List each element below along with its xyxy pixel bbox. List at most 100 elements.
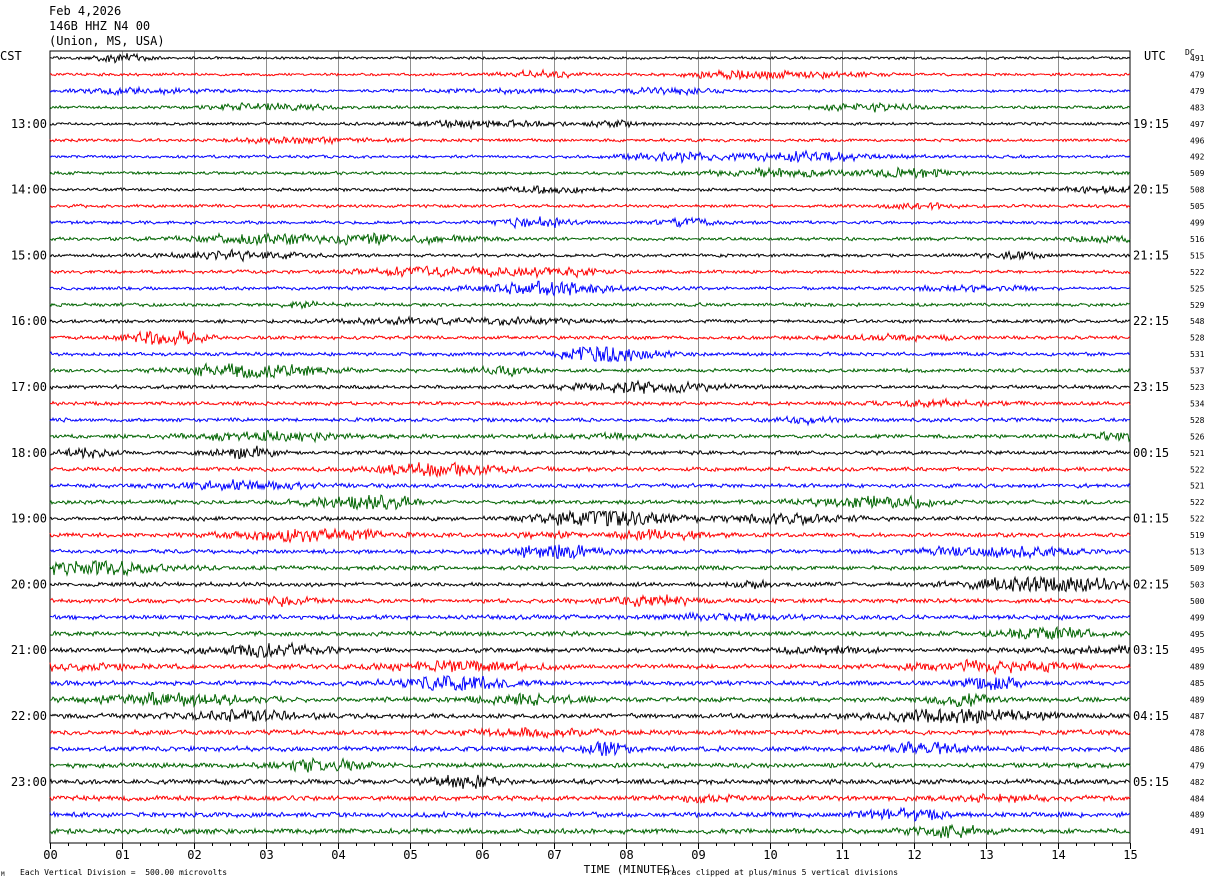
dc-offset-label: 537 <box>1190 367 1205 376</box>
right-timezone-label: UTC <box>1144 49 1166 63</box>
x-tick-label: 04 <box>331 848 345 862</box>
seismic-trace <box>49 280 1131 297</box>
dc-offset-label: 522 <box>1190 465 1205 474</box>
dc-offset-label: 529 <box>1190 301 1205 310</box>
dc-offset-label: 479 <box>1190 70 1205 79</box>
dc-offset-label: 482 <box>1190 778 1205 787</box>
dc-offset-label: 509 <box>1190 169 1205 178</box>
x-tick-label: 12 <box>907 848 921 862</box>
seismic-trace <box>49 461 1131 478</box>
dc-offset-label: 526 <box>1190 432 1205 441</box>
dc-offset-label: 505 <box>1190 202 1205 211</box>
dc-offset-label: 513 <box>1190 548 1205 557</box>
seismic-trace <box>49 594 1131 608</box>
dc-offset-label: 492 <box>1190 153 1205 162</box>
dc-offset-label: 483 <box>1190 103 1205 112</box>
seismic-trace <box>49 625 1131 641</box>
seismic-trace <box>49 527 1131 544</box>
left-hour-label: 20:00 <box>11 577 47 591</box>
x-axis-title: TIME (MINUTES) <box>584 863 677 876</box>
seismic-trace <box>49 544 1131 560</box>
header-location: (Union, MS, USA) <box>49 34 165 48</box>
seismic-trace <box>49 379 1131 394</box>
left-hour-label: 16:00 <box>11 314 47 328</box>
dc-offset-label: 499 <box>1190 613 1205 622</box>
seismic-trace <box>49 575 1131 593</box>
seismic-trace <box>50 149 1131 165</box>
dc-offset-label: 522 <box>1190 268 1205 277</box>
left-hour-label: 15:00 <box>11 248 47 262</box>
seismic-trace <box>49 560 1131 577</box>
dc-offset-label: 534 <box>1190 399 1205 408</box>
dc-offset-label: 509 <box>1190 564 1205 573</box>
dc-offset-label: 503 <box>1190 580 1205 589</box>
dc-offset-label: 479 <box>1190 761 1205 770</box>
seismic-trace <box>49 823 1131 839</box>
footer-scale-note: Each Vertical Division = 500.00 microvol… <box>20 868 228 877</box>
dc-offset-label: 531 <box>1190 350 1205 359</box>
x-tick-label: 01 <box>115 848 129 862</box>
seismic-trace <box>49 202 1131 212</box>
seismic-trace <box>49 414 1131 427</box>
seismic-trace <box>49 300 1131 310</box>
dc-offset-label: 495 <box>1190 630 1205 639</box>
dc-offset-label: 519 <box>1190 531 1205 540</box>
x-tick-label: 14 <box>1051 848 1065 862</box>
right-hour-label: 21:15 <box>1133 248 1169 262</box>
x-tick-label: 08 <box>619 848 633 862</box>
seismic-trace <box>49 792 1131 804</box>
left-hour-label: 18:00 <box>11 446 47 460</box>
seismic-trace <box>49 166 1131 180</box>
seismic-trace <box>49 479 1131 492</box>
dc-offset-label: 489 <box>1190 811 1205 820</box>
dc-offset-label: 484 <box>1190 794 1205 803</box>
seismic-trace <box>49 184 1131 195</box>
x-tick-label: 00 <box>43 848 57 862</box>
x-tick-label: 07 <box>547 848 561 862</box>
dc-offset-label: 528 <box>1190 416 1205 425</box>
dc-offset-label: 521 <box>1190 449 1205 458</box>
dc-offset-label: 489 <box>1190 663 1205 672</box>
seismic-trace <box>49 118 1131 131</box>
seismic-trace <box>49 774 1131 789</box>
seismic-trace <box>49 494 1131 511</box>
plot-grid <box>49 50 1131 844</box>
seismic-trace <box>49 445 1131 460</box>
left-hour-label: 21:00 <box>11 643 47 657</box>
seismic-trace <box>49 135 1131 146</box>
x-tick-label: 13 <box>979 848 993 862</box>
seismic-trace <box>49 345 1131 363</box>
seismic-trace <box>49 85 1131 97</box>
dc-offset-labels: 491 479 479 483 497 496 492 509 508 505 499 516 515 5… <box>1190 54 1205 836</box>
header-station: 146B HHZ N4 00 <box>49 19 151 33</box>
right-hour-label: 05:15 <box>1133 775 1169 789</box>
dc-offset-label: 508 <box>1190 186 1205 195</box>
x-tick-label: 15 <box>1123 848 1137 862</box>
seismic-trace <box>49 509 1131 527</box>
seismic-trace <box>49 216 1131 230</box>
dc-offset-label: 523 <box>1190 383 1205 392</box>
right-hour-label: 02:15 <box>1133 577 1169 591</box>
plot-frame <box>49 50 1131 844</box>
left-hour-label: 13:00 <box>11 117 47 131</box>
seismic-trace <box>49 52 1131 64</box>
seismic-trace <box>49 611 1131 623</box>
dc-offset-label: 521 <box>1190 482 1205 491</box>
dc-offset-label: 487 <box>1190 712 1205 721</box>
x-tick-label: 11 <box>835 848 849 862</box>
dc-offset-label: 485 <box>1190 679 1205 688</box>
dc-offset-label: 528 <box>1190 334 1205 343</box>
seismic-trace <box>49 101 1131 113</box>
seismic-trace <box>49 248 1131 263</box>
right-hour-label: 00:15 <box>1133 446 1169 460</box>
right-hour-label: 01:15 <box>1133 512 1169 526</box>
dc-offset-label: 486 <box>1190 745 1205 754</box>
dc-offset-label: 495 <box>1190 646 1205 655</box>
dc-offset-label: 548 <box>1190 317 1205 326</box>
seismic-trace <box>49 397 1131 409</box>
seismic-trace <box>49 658 1131 676</box>
dc-offset-label: 479 <box>1190 87 1205 96</box>
dc-offset-label: 522 <box>1190 498 1205 507</box>
right-hour-label: 23:15 <box>1133 380 1169 394</box>
right-hour-label: 19:15 <box>1133 117 1169 131</box>
